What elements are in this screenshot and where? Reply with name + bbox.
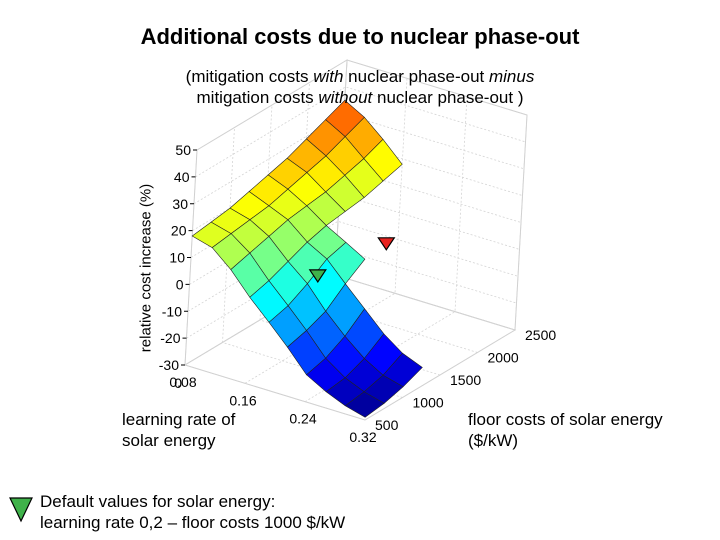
x-tick-label: 0.24 (289, 411, 316, 427)
subtitle-line2: mitigation costs without nuclear phase-o… (196, 88, 524, 107)
legend-line1: Default values for solar energy: (40, 492, 276, 511)
x-tick-label: 0.16 (229, 392, 256, 408)
y-tick-label: 1500 (450, 372, 481, 388)
z-tick-label: 40 (174, 169, 190, 185)
y-tick-label: 2500 (525, 327, 556, 343)
x-tick-label: 0.08 (169, 374, 196, 390)
z-axis-label: relative cost increase (%) (137, 183, 155, 353)
chart-subtitle: (mitigation costs with nuclear phase-out… (0, 66, 720, 108)
z-tick-label: 30 (172, 196, 188, 212)
z-tick-label: 50 (175, 142, 191, 158)
z-axis: 50 40 30 20 10 0 -10 -20 -30 (159, 142, 197, 373)
legend-triangle-icon (9, 497, 33, 523)
legend-line2: learning rate 0,2 – floor costs 1000 $/k… (40, 513, 346, 532)
z-tick-label: -20 (160, 330, 180, 346)
surface-patch (344, 391, 385, 418)
y-tick-label: 500 (375, 417, 399, 433)
chart-title: Additional costs due to nuclear phase-ou… (140, 24, 580, 49)
z-tick-label: -10 (162, 303, 182, 319)
y-axis-label: floor costs of solar energy ($/kW) (468, 410, 663, 450)
y-tick-label: 2000 (488, 350, 519, 366)
z-tick-label: 10 (169, 250, 185, 266)
red-marker (377, 237, 396, 251)
x-tick-label: 0 (174, 375, 182, 391)
z-tick-label: -30 (159, 357, 179, 373)
x-tick-label: 0.32 (349, 429, 376, 445)
legend-text: Default values for solar energy: learnin… (40, 491, 345, 533)
x-axis: 00.08 0.16 0.24 0.32 (169, 374, 376, 445)
z-tick-label: 0 (176, 276, 184, 292)
subtitle-line1: (mitigation costs with nuclear phase-out… (185, 67, 535, 86)
surface (191, 99, 423, 418)
y-tick-label: 1000 (413, 395, 444, 411)
z-tick-label: 20 (171, 223, 187, 239)
x-axis-label: learning rate of solar energy (122, 410, 236, 450)
y-axis: 500 1000 1500 2000 2500 (375, 327, 556, 433)
green-marker (308, 269, 327, 283)
